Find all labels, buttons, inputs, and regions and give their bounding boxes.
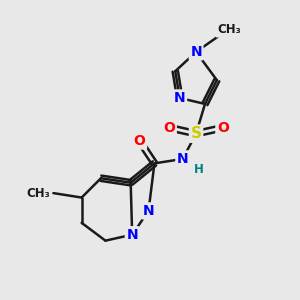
Text: O: O [217, 121, 229, 135]
Text: H: H [194, 163, 204, 176]
Text: N: N [190, 45, 202, 59]
Text: N: N [126, 228, 138, 242]
Text: CH₃: CH₃ [26, 187, 50, 200]
Text: N: N [174, 91, 185, 105]
Text: N: N [177, 152, 188, 166]
Text: O: O [134, 134, 146, 148]
Text: N: N [143, 204, 154, 218]
Text: CH₃: CH₃ [217, 23, 241, 36]
Text: O: O [164, 121, 175, 135]
Text: S: S [190, 126, 202, 141]
